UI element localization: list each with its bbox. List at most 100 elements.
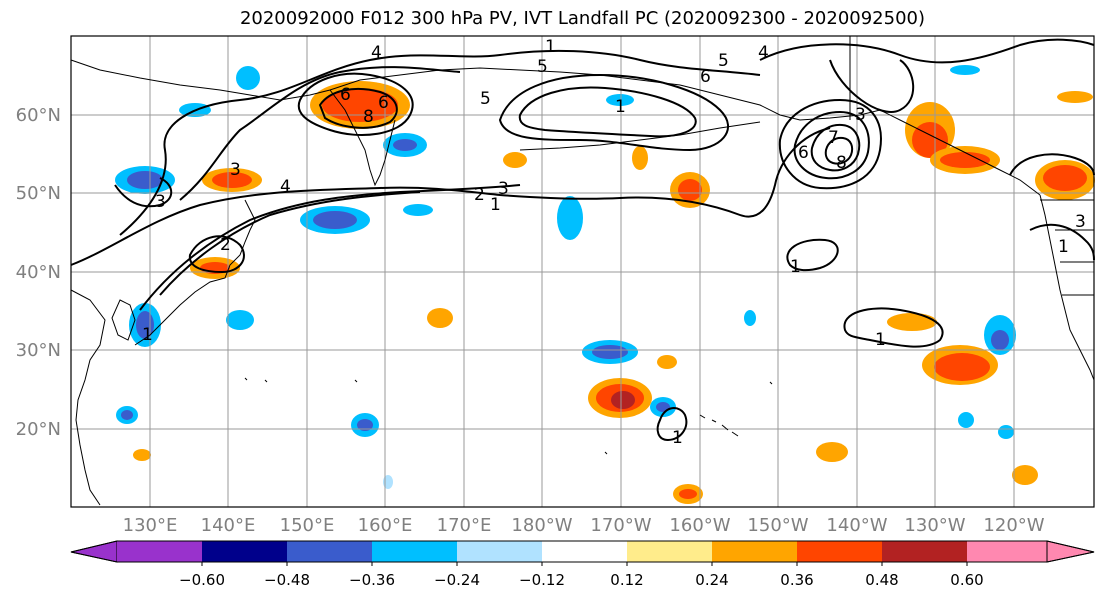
shade-blob bbox=[678, 179, 702, 201]
contour-line bbox=[498, 73, 730, 152]
contour-label: 3 bbox=[230, 160, 241, 180]
contour-line bbox=[318, 87, 398, 129]
contour-label: 1 bbox=[672, 428, 683, 448]
lon-label: 180°W bbox=[511, 515, 572, 536]
contour-label: 2 bbox=[474, 185, 485, 205]
colorbar-segment bbox=[287, 541, 372, 562]
shade-blob bbox=[657, 355, 677, 369]
colorbar-label: −0.36 bbox=[349, 571, 395, 589]
contour-label: 1 bbox=[545, 37, 556, 57]
contour-label: 4 bbox=[758, 43, 769, 63]
lon-label: 130°W bbox=[904, 515, 965, 536]
contour-label: 5 bbox=[718, 51, 729, 71]
shade-blob bbox=[212, 172, 252, 188]
shade-blob bbox=[357, 419, 373, 431]
contour-line bbox=[114, 177, 173, 208]
coastline-korea bbox=[111, 299, 136, 341]
coastline-russia bbox=[70, 59, 681, 101]
shade-blob bbox=[226, 310, 254, 330]
contour-line bbox=[759, 38, 1095, 64]
contour-line bbox=[119, 49, 761, 236]
colorbar-label: −0.12 bbox=[519, 571, 565, 589]
contour-line bbox=[297, 72, 414, 136]
lon-label: 130°E bbox=[123, 515, 178, 536]
contour-line bbox=[778, 98, 882, 190]
contour-line bbox=[656, 407, 688, 442]
contour-label: 6 bbox=[340, 85, 351, 105]
map-title: 2020092000 F012 300 hPa PV, IVT Landfall… bbox=[239, 8, 926, 29]
colorbar-arrow-right bbox=[1046, 540, 1095, 563]
contour-label: 1 bbox=[490, 195, 501, 215]
shade-blob bbox=[611, 391, 635, 409]
shade-blob bbox=[950, 65, 980, 75]
contour-line bbox=[139, 184, 521, 311]
contour-line bbox=[70, 127, 831, 266]
shade-blob bbox=[427, 308, 453, 328]
contour-label: 2 bbox=[220, 235, 231, 255]
shade-blob bbox=[313, 211, 357, 229]
shade-blob bbox=[940, 152, 990, 168]
shade-blob bbox=[393, 139, 417, 151]
lon-label: 140°E bbox=[201, 515, 256, 536]
colorbar-segment bbox=[967, 541, 1047, 562]
contour-label: 3 bbox=[1075, 212, 1086, 232]
pacific-islets bbox=[244, 377, 773, 455]
contour-labels: 4 1 5 4 5 6 5 6 6 8 1 3 7 6 8 3 2 3 1 4 … bbox=[142, 37, 1086, 448]
shade-blob bbox=[632, 146, 648, 170]
colorbar-label: −0.24 bbox=[434, 571, 480, 589]
contour-line bbox=[829, 59, 915, 113]
contours bbox=[70, 38, 1095, 442]
colorbar-segment bbox=[712, 541, 797, 562]
shade-blob bbox=[503, 152, 527, 168]
map-frame bbox=[70, 35, 1095, 508]
coastline-na-west bbox=[1039, 194, 1095, 381]
contour-line bbox=[188, 235, 245, 274]
contour-line bbox=[843, 307, 944, 348]
contour-line bbox=[824, 136, 854, 165]
contour-label: 1 bbox=[790, 257, 801, 277]
shade-blob bbox=[322, 88, 398, 122]
contour-label: 6 bbox=[378, 93, 389, 113]
lat-label: 20°N bbox=[16, 419, 61, 440]
lon-label: 160°W bbox=[669, 515, 730, 536]
shade-blob bbox=[744, 310, 756, 326]
contour-label: 5 bbox=[480, 89, 491, 109]
colorbar-label: −0.48 bbox=[264, 571, 310, 589]
longitude-labels: 130°E 140°E 150°E 160°E 170°E 180°W 170°… bbox=[123, 515, 1045, 536]
lon-label: 170°E bbox=[437, 515, 492, 536]
contour-label: 8 bbox=[363, 107, 374, 127]
contour-label: 1 bbox=[615, 97, 626, 117]
colorbar-label: 0.60 bbox=[950, 571, 983, 589]
colorbar-segment bbox=[627, 541, 712, 562]
colorbar-segment bbox=[882, 541, 967, 562]
shade-blob bbox=[998, 425, 1014, 439]
shade-blob bbox=[121, 410, 133, 420]
hawaii-islands bbox=[699, 414, 739, 437]
colorbar-label: 0.48 bbox=[865, 571, 898, 589]
colorbar: −0.60 −0.48 −0.36 −0.24 −0.12 0.12 0.24 … bbox=[70, 540, 1095, 589]
shade-blob bbox=[1043, 165, 1087, 191]
colorbar-label: 0.12 bbox=[610, 571, 643, 589]
shade-blob bbox=[557, 196, 583, 240]
contour-label: 4 bbox=[280, 177, 291, 197]
colorbar-segment bbox=[372, 541, 457, 562]
shade-blob bbox=[606, 94, 634, 106]
lat-label: 60°N bbox=[16, 105, 61, 126]
shade-blob bbox=[934, 353, 990, 381]
contour-label: 4 bbox=[371, 43, 382, 63]
shade-blob bbox=[236, 66, 260, 90]
coastline-asia bbox=[70, 289, 106, 506]
lat-label: 40°N bbox=[16, 262, 61, 283]
contour-line bbox=[793, 110, 870, 180]
shade-blob bbox=[1057, 91, 1093, 103]
contour-label: 3 bbox=[498, 179, 509, 199]
contour-label: 7 bbox=[828, 128, 839, 148]
colorbar-segment bbox=[457, 541, 542, 562]
lat-label: 50°N bbox=[16, 183, 61, 204]
contour-label: 3 bbox=[855, 105, 866, 125]
shade-blob bbox=[1012, 465, 1038, 485]
shade-blob bbox=[816, 442, 848, 462]
contour-label: 1 bbox=[1058, 237, 1069, 257]
contour-label: 6 bbox=[798, 143, 809, 163]
lon-label: 140°W bbox=[826, 515, 887, 536]
